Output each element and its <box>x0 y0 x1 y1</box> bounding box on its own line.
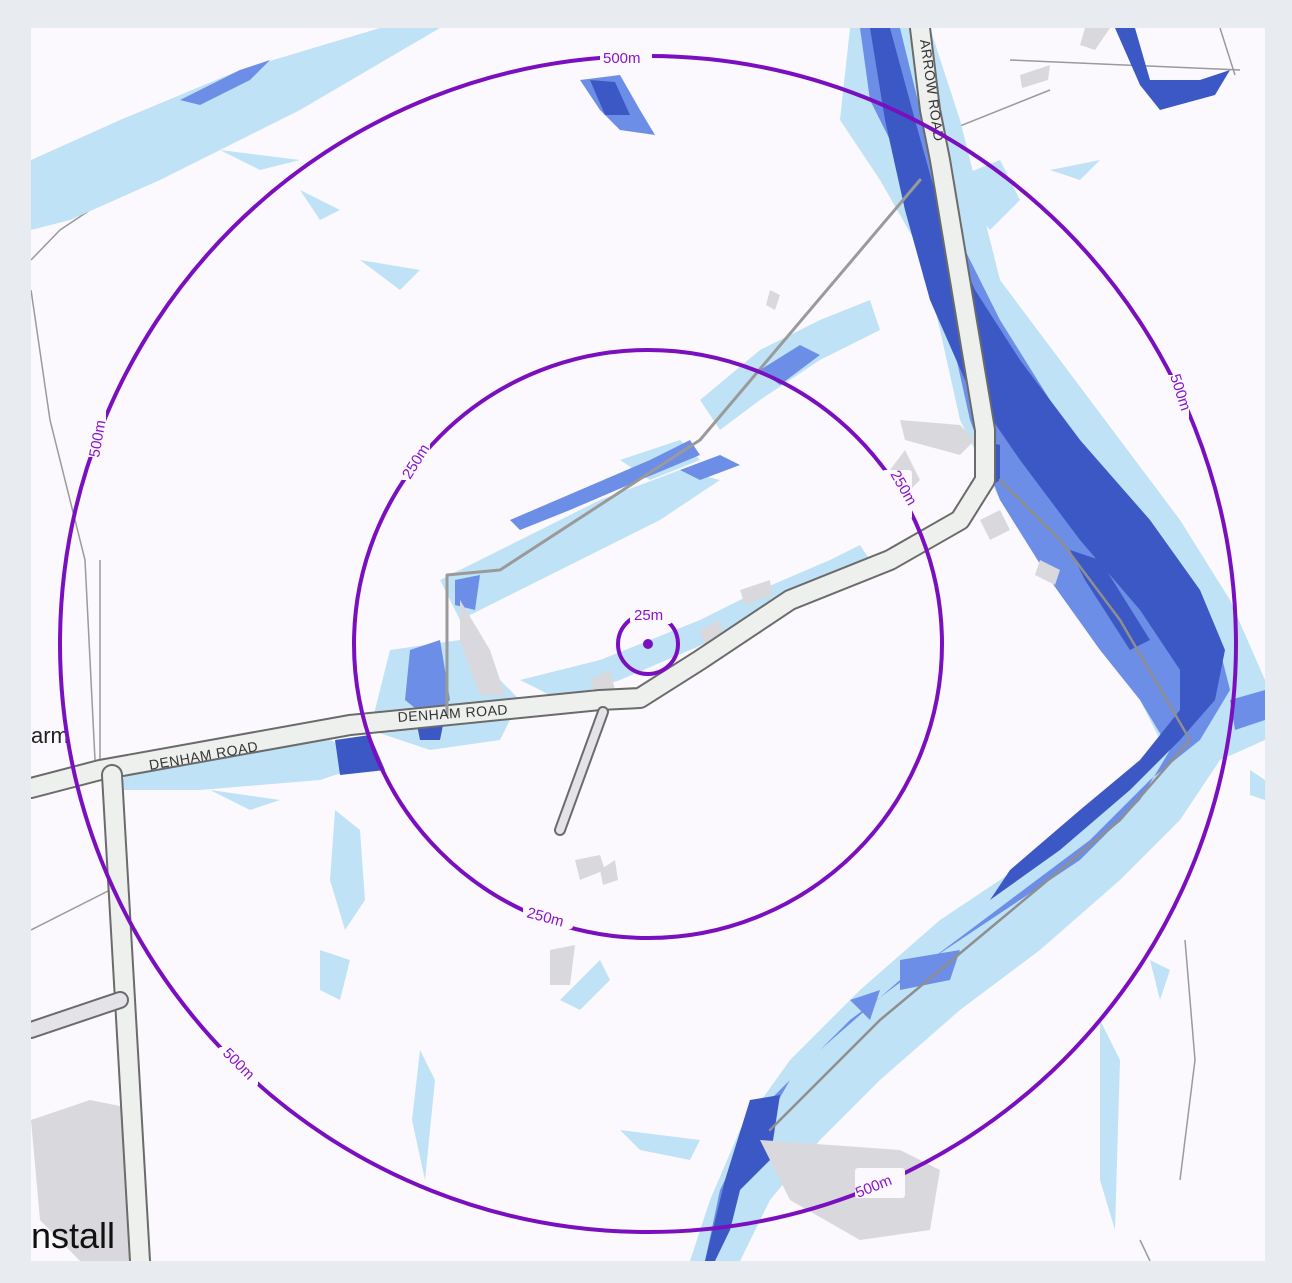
field-boundaries <box>31 28 1241 1261</box>
place-label-farm: arm <box>31 723 69 748</box>
ring-250m <box>352 348 944 940</box>
map-canvas[interactable]: DENHAM ROAD DENHAM ROAD ARROW ROAD arm n… <box>31 28 1265 1261</box>
roads <box>31 28 1192 1261</box>
road-label-denham-center: DENHAM ROAD <box>397 701 508 725</box>
ring-label-500m-top: 500m <box>603 50 641 67</box>
ring-label-25m: 25m <box>634 607 663 624</box>
place-label-village: nstall <box>31 1215 115 1256</box>
ring-label-500m-left: 500m <box>86 419 109 459</box>
center-marker[interactable] <box>643 639 653 649</box>
map-svg[interactable]: DENHAM ROAD DENHAM ROAD ARROW ROAD arm n… <box>31 28 1265 1261</box>
buildings <box>31 28 1110 1261</box>
